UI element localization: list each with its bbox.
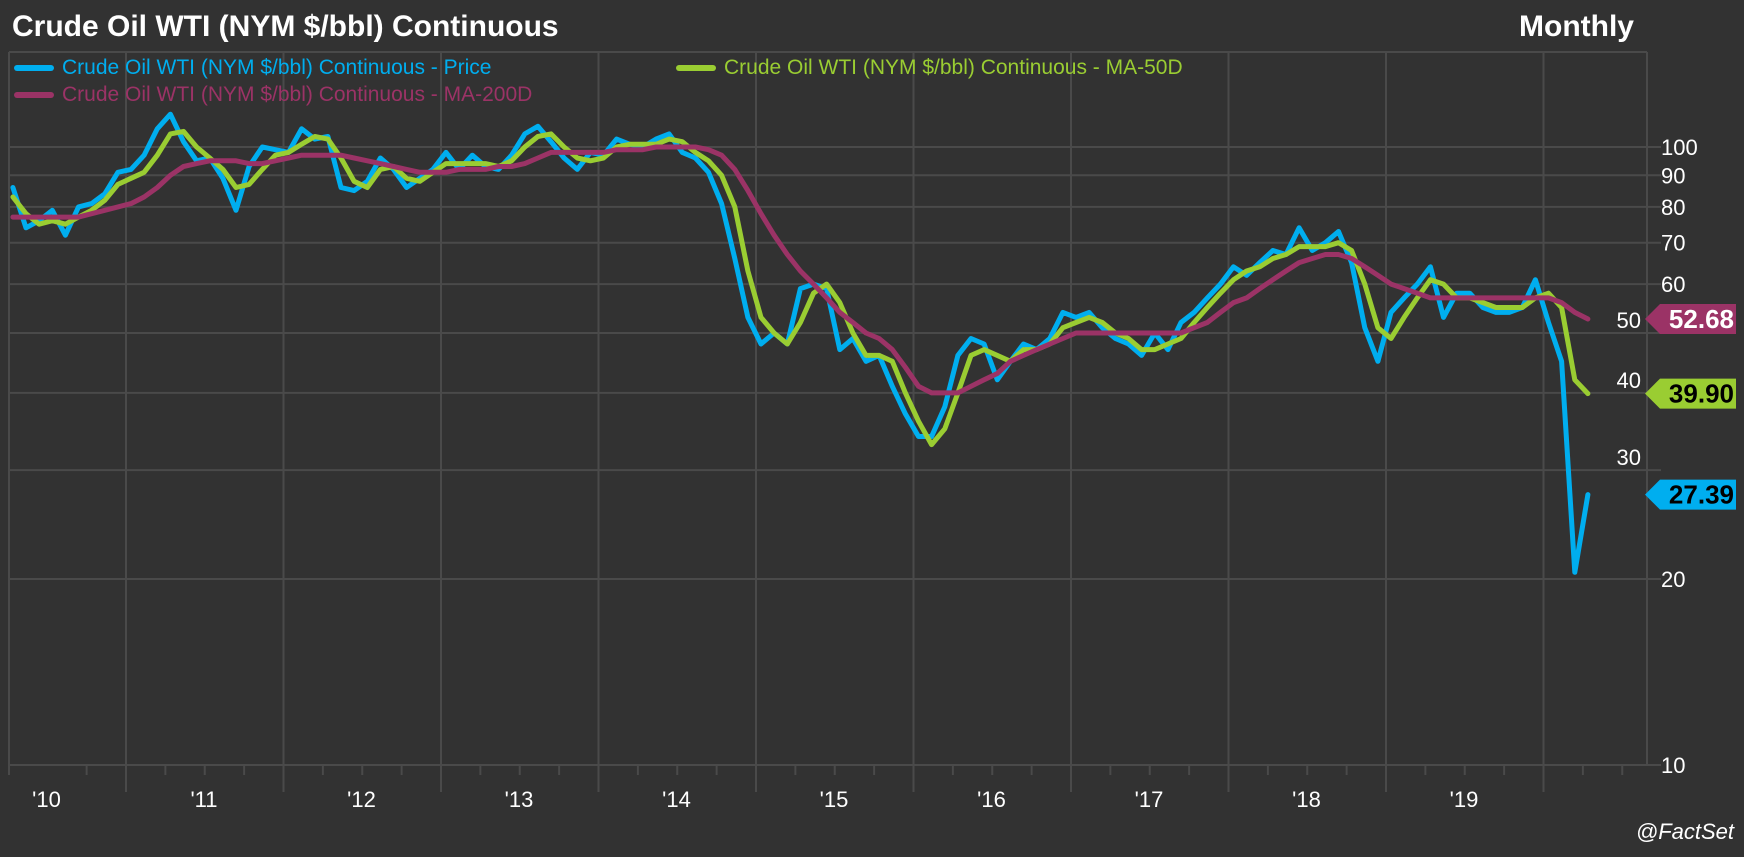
- legend-label-price: Crude Oil WTI (NYM $/bbl) Continuous - P…: [62, 56, 492, 79]
- x-tick-label: '18: [1292, 787, 1321, 812]
- x-tick-label: '14: [662, 787, 691, 812]
- y-tick-label: 60: [1661, 272, 1685, 297]
- legend-swatch-ma50: [676, 65, 716, 71]
- y-tick-label: 70: [1661, 231, 1685, 256]
- legend-swatch-price: [14, 65, 54, 71]
- ma200-last-value-tag-label: 52.68: [1669, 304, 1734, 334]
- x-tick-label: '12: [347, 787, 376, 812]
- y-tick-label: 50: [1617, 308, 1641, 333]
- ma50-last-value-tag: [1645, 378, 1736, 409]
- legend-swatch-ma200: [14, 92, 54, 98]
- price-last-value-tag: [1645, 479, 1736, 510]
- legend-item-ma50: Crude Oil WTI (NYM $/bbl) Continuous - M…: [676, 56, 1183, 80]
- ma200-line: [10, 144, 1591, 396]
- y-tick-label: 80: [1661, 195, 1685, 220]
- price-last-value-tag-label: 27.39: [1669, 480, 1734, 510]
- legend-label-ma50: Crude Oil WTI (NYM $/bbl) Continuous - M…: [724, 56, 1183, 79]
- legend-item-price: Crude Oil WTI (NYM $/bbl) Continuous - P…: [14, 56, 491, 80]
- x-tick-label: '19: [1450, 787, 1479, 812]
- y-tick-label: 20: [1661, 567, 1685, 592]
- x-tick-label: '13: [505, 787, 534, 812]
- y-tick-label: 10: [1661, 753, 1685, 778]
- ma200-last-value-tag: [1645, 304, 1736, 335]
- y-tick-label: 100: [1661, 135, 1698, 160]
- price-line: [10, 111, 1591, 575]
- x-tick-label: '16: [977, 787, 1006, 812]
- ma50-line: [10, 128, 1591, 448]
- chart-title: Crude Oil WTI (NYM $/bbl) Continuous: [12, 10, 559, 43]
- ma50-last-value-tag-label: 39.90: [1669, 379, 1734, 409]
- factset-credit: @FactSet: [1635, 819, 1734, 844]
- y-tick-label: 30: [1617, 445, 1641, 470]
- frequency-label: Monthly: [1519, 10, 1634, 43]
- y-tick-label: 40: [1617, 368, 1641, 393]
- x-tick-label: '11: [190, 787, 217, 812]
- legend-item-ma200: Crude Oil WTI (NYM $/bbl) Continuous - M…: [14, 83, 532, 107]
- x-tick-label: '10: [32, 787, 61, 812]
- y-tick-label: 90: [1661, 163, 1685, 188]
- x-tick-label: '17: [1135, 787, 1164, 812]
- x-tick-label: '15: [820, 787, 849, 812]
- legend-label-ma200: Crude Oil WTI (NYM $/bbl) Continuous - M…: [62, 83, 533, 106]
